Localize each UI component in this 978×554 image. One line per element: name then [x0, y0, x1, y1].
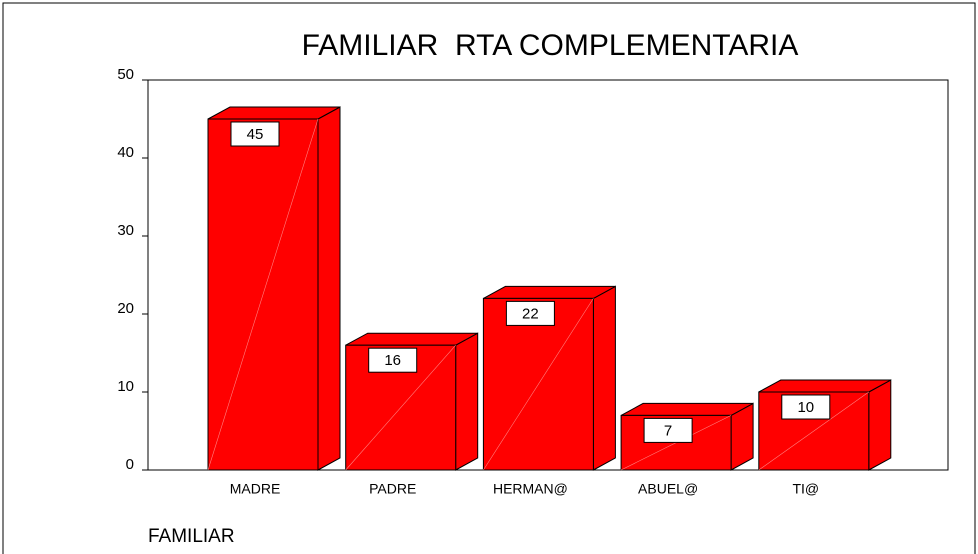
- bar-top: [483, 285, 616, 299]
- value-label: 16: [384, 352, 401, 369]
- bar-side: [317, 106, 341, 471]
- y-tick-label: 30: [117, 222, 134, 239]
- value-label: 7: [664, 422, 672, 439]
- bar-shine: [483, 298, 594, 471]
- value-label: 22: [522, 305, 539, 322]
- value-label: 45: [247, 126, 264, 143]
- bar-shine: [758, 391, 869, 471]
- x-tick-label: HERMAN@: [493, 481, 568, 497]
- x-axis-label: FAMILIAR: [148, 526, 235, 547]
- bar-side: [868, 379, 892, 471]
- bar-side: [592, 285, 616, 471]
- bar-top: [758, 379, 892, 393]
- x-tick-label: PADRE: [369, 481, 416, 497]
- value-label: 10: [797, 399, 814, 416]
- y-tick-label: 40: [117, 144, 134, 161]
- y-tick-label: 10: [117, 378, 134, 395]
- value-label-box: [781, 394, 831, 420]
- bar-top: [345, 332, 478, 346]
- y-tick-label: 0: [126, 456, 134, 473]
- value-label-box: [505, 300, 555, 326]
- chart-title: FAMILIAR RTA COMPLEMENTARIA: [302, 29, 799, 62]
- y-tick-label: 20: [117, 300, 134, 317]
- y-tick-label: 50: [117, 66, 134, 83]
- bar-top: [620, 402, 754, 416]
- value-label-box: [643, 417, 693, 443]
- bar-shine: [207, 118, 319, 471]
- bar-shine: [345, 345, 456, 471]
- x-tick-label: MADRE: [230, 481, 281, 497]
- value-label-box: [230, 121, 280, 147]
- bar-top: [207, 106, 341, 120]
- x-tick-label: ABUEL@: [638, 481, 698, 497]
- x-tick-label: TI@: [792, 481, 819, 497]
- bar-side: [455, 332, 479, 471]
- value-label-box: [368, 347, 418, 373]
